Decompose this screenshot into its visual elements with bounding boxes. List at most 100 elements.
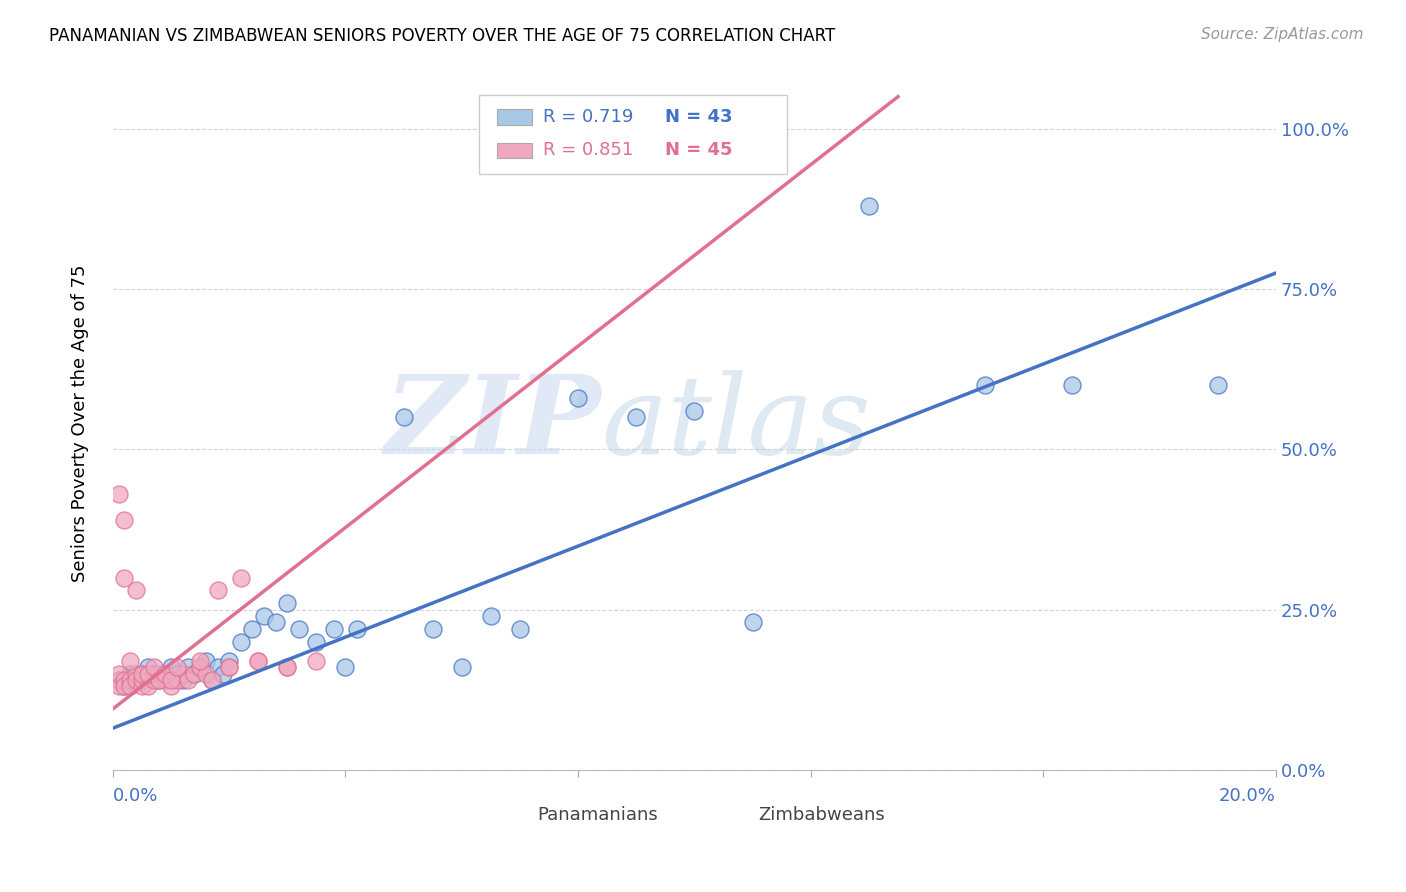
Point	[207, 660, 229, 674]
Point	[450, 660, 472, 674]
Point	[153, 673, 176, 687]
Point	[172, 673, 194, 687]
Point	[166, 673, 188, 687]
Point	[858, 199, 880, 213]
Point	[177, 673, 200, 687]
Point	[131, 666, 153, 681]
Point	[114, 673, 136, 687]
Point	[1206, 378, 1229, 392]
Point	[188, 660, 211, 674]
Point	[131, 673, 153, 687]
Point	[276, 596, 298, 610]
Point	[107, 666, 129, 681]
Point	[131, 680, 153, 694]
Point	[288, 622, 311, 636]
Point	[194, 654, 217, 668]
Point	[422, 622, 444, 636]
Point	[479, 609, 502, 624]
Text: 0.0%: 0.0%	[112, 787, 159, 805]
Point	[392, 410, 415, 425]
Bar	[496, 110, 531, 125]
Text: N = 43: N = 43	[665, 108, 733, 126]
Point	[120, 666, 142, 681]
Point	[142, 666, 165, 681]
Point	[166, 660, 188, 674]
Point	[160, 673, 183, 687]
Bar	[496, 143, 531, 158]
Point	[683, 404, 706, 418]
Point	[335, 660, 357, 674]
Point	[148, 666, 170, 681]
Text: PANAMANIAN VS ZIMBABWEAN SENIORS POVERTY OVER THE AGE OF 75 CORRELATION CHART: PANAMANIAN VS ZIMBABWEAN SENIORS POVERTY…	[49, 27, 835, 45]
Point	[218, 654, 240, 668]
Point	[305, 634, 328, 648]
Point	[974, 378, 997, 392]
Point	[183, 666, 205, 681]
Point	[218, 660, 240, 674]
Point	[153, 666, 176, 681]
Point	[142, 673, 165, 687]
Text: 20.0%: 20.0%	[1219, 787, 1277, 805]
Point	[120, 680, 142, 694]
Point	[567, 391, 589, 405]
Point	[229, 634, 252, 648]
Point	[107, 673, 129, 687]
Point	[242, 622, 264, 636]
Point	[142, 660, 165, 674]
Point	[1062, 378, 1084, 392]
Bar	[496, 806, 529, 823]
Point	[177, 660, 200, 674]
Point	[120, 673, 142, 687]
FancyBboxPatch shape	[479, 95, 787, 174]
Point	[201, 673, 224, 687]
Point	[166, 666, 188, 681]
Point	[114, 680, 136, 694]
Text: R = 0.719: R = 0.719	[543, 108, 634, 126]
Text: Source: ZipAtlas.com: Source: ZipAtlas.com	[1201, 27, 1364, 42]
Point	[160, 660, 183, 674]
Point	[114, 513, 136, 527]
Text: atlas: atlas	[602, 370, 870, 477]
Point	[172, 666, 194, 681]
Text: ZIP: ZIP	[385, 370, 602, 477]
Point	[136, 666, 159, 681]
Point	[276, 660, 298, 674]
Point	[207, 583, 229, 598]
Text: R = 0.851: R = 0.851	[543, 141, 634, 159]
Point	[125, 583, 148, 598]
Point	[131, 666, 153, 681]
Point	[188, 660, 211, 674]
Point	[741, 615, 763, 630]
Point	[305, 654, 328, 668]
Point	[626, 410, 648, 425]
Point	[160, 680, 183, 694]
Point	[153, 666, 176, 681]
Point	[125, 673, 148, 687]
Point	[229, 570, 252, 584]
Point	[136, 680, 159, 694]
Point	[322, 622, 344, 636]
Point	[253, 609, 276, 624]
Point	[107, 487, 129, 501]
Point	[188, 654, 211, 668]
Point	[107, 680, 129, 694]
Point	[276, 660, 298, 674]
Point	[183, 666, 205, 681]
Point	[346, 622, 368, 636]
Bar	[717, 806, 751, 823]
Point	[194, 666, 217, 681]
Point	[107, 673, 129, 687]
Point	[125, 666, 148, 681]
Point	[264, 615, 287, 630]
Text: Panamanians: Panamanians	[537, 805, 658, 824]
Point	[148, 673, 170, 687]
Point	[114, 570, 136, 584]
Point	[218, 660, 240, 674]
Point	[247, 654, 270, 668]
Point	[125, 673, 148, 687]
Point	[120, 654, 142, 668]
Text: Zimbabweans: Zimbabweans	[758, 805, 886, 824]
Text: N = 45: N = 45	[665, 141, 733, 159]
Point	[212, 666, 235, 681]
Point	[247, 654, 270, 668]
